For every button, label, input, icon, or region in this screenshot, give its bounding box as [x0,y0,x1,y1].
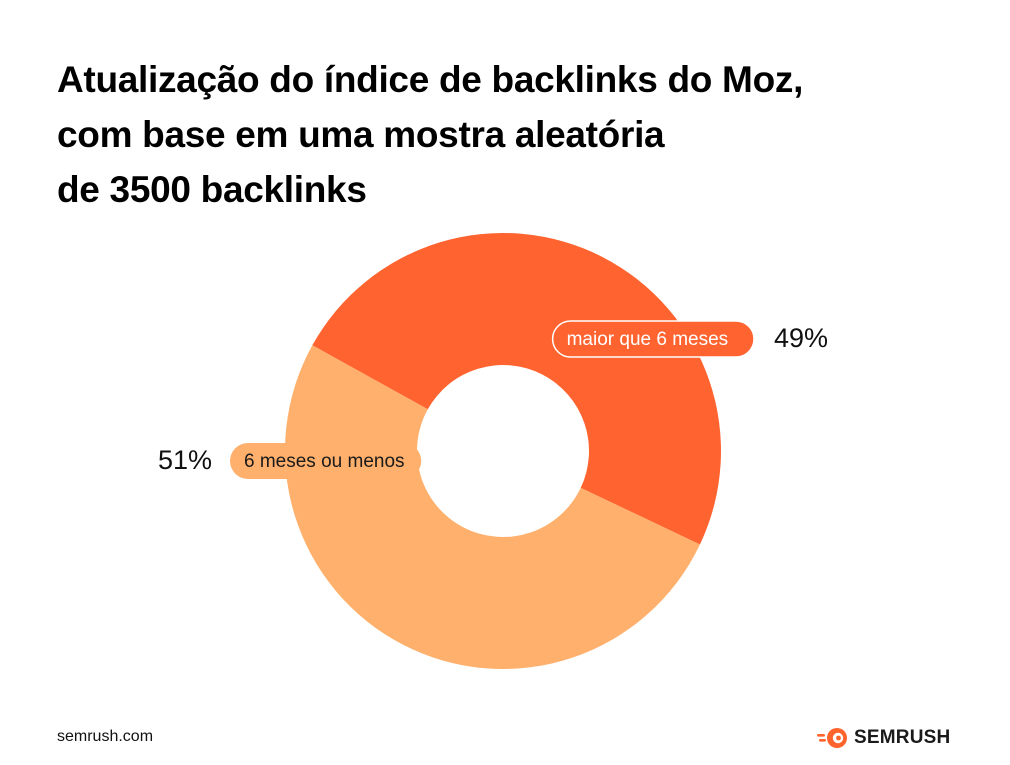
slice-label-1: maior que 6 meses 49% [551,320,828,358]
slice-label-pill [230,443,422,479]
slice-category-label: 6 meses ou menos [244,451,405,472]
slice-label-2: 6 meses ou menos 51% [158,443,422,479]
donut-slice-1 [312,232,722,545]
title-line-3: de 3500 backlinks [57,169,367,210]
slice-category-label: maior que 6 meses [567,329,729,350]
title-line-2: com base em uma mostra aleatória [57,114,665,155]
chart-title: Atualização do índice de backlinks do Mo… [57,52,957,217]
slice-label-pill [551,320,755,358]
semrush-logo[interactable]: SEMRUSH [816,725,950,751]
donut-slice-2 [285,345,700,669]
slice-value-label: 51% [158,445,212,475]
slice-value-label: 49% [774,323,828,353]
footer-url[interactable]: semrush.com [57,728,154,745]
brand-name: SEMRUSH [854,727,951,748]
semrush-fireball-icon [817,728,847,748]
title-line-1: Atualização do índice de backlinks do Mo… [57,59,804,100]
